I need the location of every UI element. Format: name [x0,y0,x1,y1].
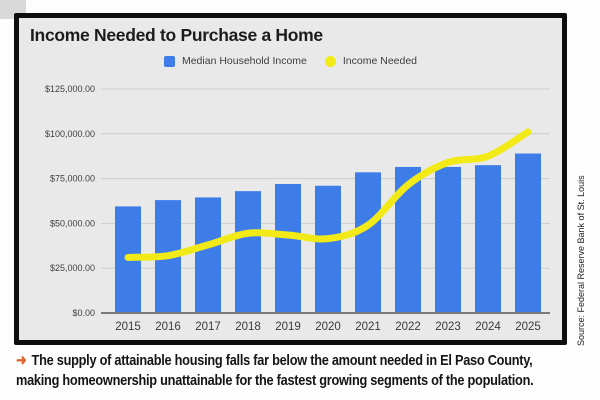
legend-circle-marker-icon [324,55,336,67]
x-axis-tick-label: 2021 [355,321,381,333]
x-axis-tick-label: 2017 [195,321,221,333]
source-note: Source: Federal Reserve Bank of St. Loui… [576,175,586,346]
y-axis-tick-label: $125,000.00 [45,84,95,94]
y-axis-tick-label: $25,000.00 [50,263,95,273]
y-axis-tick-label: $0.00 [72,308,95,318]
chart-legend: Median Household Income Income Needed [19,55,562,67]
caption-line-1: ➜ The supply of attainable housing falls … [16,351,594,371]
y-axis-tick-label: $100,000.00 [45,129,95,139]
chart-card: $0.00 $25,000.00 $50,000.00 $75,000.00 $100,… [14,13,567,345]
x-axis-tick-label: 2019 [275,321,301,333]
bar-2017 [195,197,221,313]
income-needed-line [124,128,532,261]
legend-label-median-household-income: Median Household Income [181,55,307,67]
bar-2025 [515,153,541,313]
bar-2019 [275,183,301,313]
bar-2023 [435,166,461,313]
chart-plot: $0.00 $25,000.00 $50,000.00 $75,000.00 $100,… [45,84,550,333]
legend-item-median-household-income: Median Household Income [163,55,307,67]
y-axis-tick-label: $75,000.00 [50,174,95,184]
bar-2024 [475,165,501,313]
x-axis-tick-label: 2015 [115,321,141,333]
legend-square-marker-icon [163,55,175,67]
legend-label-income-needed: Income Needed [342,55,418,67]
caption-line-2: making homeownership unattainable for th… [16,371,534,389]
chart-title: Income Needed to Purchase a Home [30,25,323,45]
x-axis-tick-label: 2016 [155,321,181,333]
x-axis-tick-label: 2018 [235,321,261,333]
x-axis-tick-label: 2025 [515,321,541,333]
bar-2020 [315,185,341,313]
x-axis-tick-label: 2024 [475,321,501,333]
arrow-right-icon: ➜ [16,352,27,369]
x-axis-tick-label: 2023 [435,321,461,333]
x-axis-tick-label: 2022 [395,321,421,333]
bar-2018 [235,191,261,313]
y-axis-tick-label: $50,000.00 [50,218,95,228]
caption: ➜ The supply of attainable housing falls … [16,351,594,390]
legend-item-income-needed: Income Needed [324,55,418,67]
caption-line-1-text: The supply of attainable housing falls f… [31,352,533,369]
x-axis-tick-label: 2020 [315,321,341,333]
bar-2021 [355,172,381,313]
